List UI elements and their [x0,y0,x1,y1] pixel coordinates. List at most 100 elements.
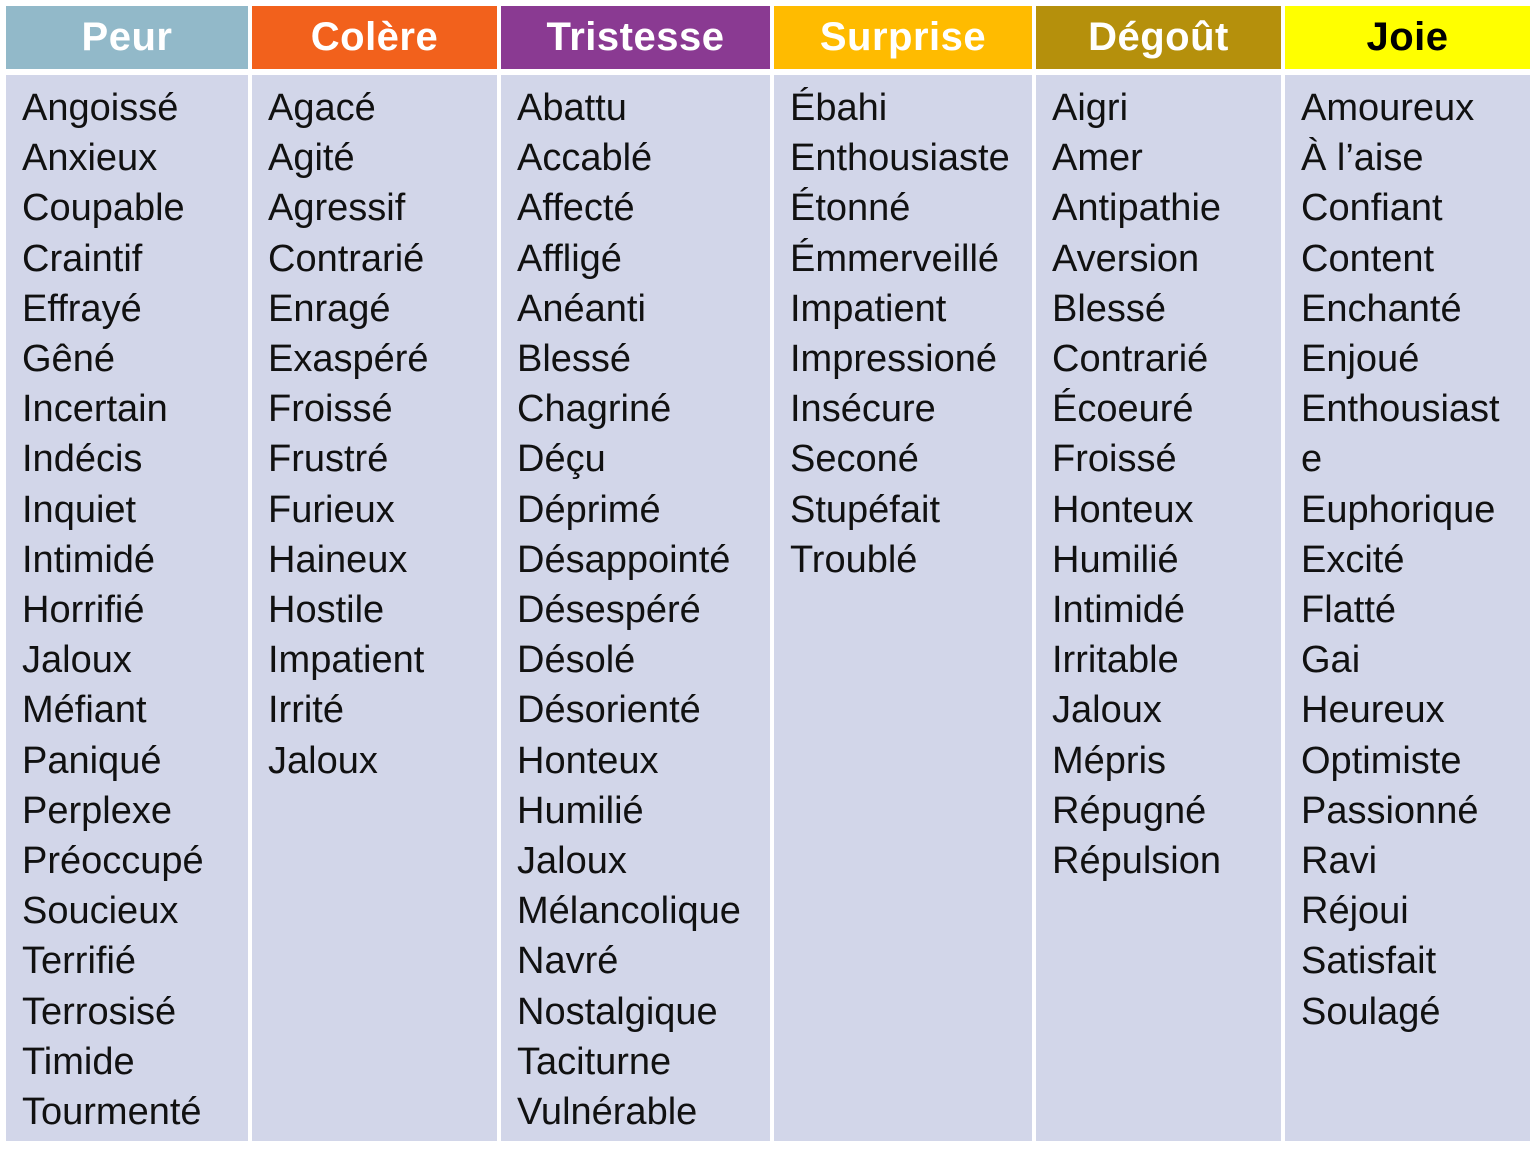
emotion-word: Anxieux [22,137,158,180]
emotion-word: Jaloux [268,739,378,782]
emotion-word: Perplexe [22,789,172,832]
emotion-word: Jaloux [517,840,627,883]
word-list-tristesse: Abattu Accablé Affecté Affligé Anéanti Blessé… [501,75,770,1141]
emotion-word: Déçu [517,438,606,481]
column-header-degout: Dégoût [1036,6,1281,69]
emotion-word: Jaloux [1052,689,1162,732]
emotion-word: Réjoui [1301,890,1409,933]
emotion-word: Désolé [517,639,636,682]
emotion-word: Chagriné [517,388,672,431]
emotion-word: Émmerveillé [790,237,1000,280]
emotion-word: Affligé [517,237,622,280]
emotion-word: Heureux [1301,689,1445,732]
emotion-word: Irrité [268,689,344,732]
emotion-word: Euphorique [1301,488,1496,531]
emotion-word: Humilié [517,789,644,832]
emotion-word: Paniqué [22,739,162,782]
emotion-word: Horrifié [22,589,145,632]
emotion-word: Passionné [1301,789,1479,832]
word-list-degout: Aigri Amer Antipathie Aversion Blessé Contrar… [1036,75,1281,1141]
emotion-word: Honteux [1052,488,1194,531]
emotion-word: Aigri [1052,87,1129,129]
column-surprise: Surprise Ébahi Enthousiaste Étonné Émmervei… [774,6,1032,1141]
column-header-colere: Colère [252,6,497,69]
emotion-word: Désorienté [517,689,701,732]
emotion-word: Désespéré [517,589,701,632]
emotion-word: Jaloux [22,639,132,682]
emotion-word: Méfiant [22,689,147,732]
emotion-word: Impatient [268,639,425,682]
emotion-word: Craintif [22,237,143,280]
emotion-word: Frustré [268,438,389,481]
emotion-word: Désappointé [517,538,731,581]
column-header-tristesse: Tristesse [501,6,770,69]
emotion-word: Indécis [22,438,143,481]
emotion-word: Troublé [790,538,918,581]
emotion-word: Impatient [790,287,947,330]
word-list-joie: Amoureux À l’aise Confiant Content Enchanté E… [1285,75,1530,1141]
emotion-word: Accablé [517,137,653,180]
column-tristesse: Tristesse Abattu Accablé Affecté Affligé Ané… [501,6,770,1141]
emotion-word: À l’aise [1301,137,1424,180]
column-header-joie: Joie [1285,6,1530,69]
emotion-word: Intimidé [1052,589,1186,632]
emotion-word: Confiant [1301,187,1443,230]
emotion-word: Affecté [517,187,635,230]
emotion-word: Angoissé [22,87,179,129]
emotion-word: Vulnérable [517,1091,698,1134]
emotion-word: Timide [22,1040,135,1083]
emotion-word: Répulsion [1052,840,1221,883]
emotion-word: Ébahi [790,87,888,129]
emotion-word: Aversion [1052,237,1200,280]
emotion-word: Seconé [790,438,919,481]
emotion-word: Enthousiaste [1301,388,1500,481]
emotion-word: Inquiet [22,488,137,531]
emotion-word: Terrifié [22,940,137,983]
column-degout: Dégoût Aigri Amer Antipathie Aversion Blessé… [1036,6,1281,1141]
emotion-word: Stupéfait [790,488,940,531]
emotion-word: Haineux [268,538,408,581]
column-header-peur: Peur [6,6,248,69]
emotion-word: Nostalgique [517,990,718,1033]
emotion-word: Furieux [268,488,395,531]
emotion-word: Froissé [1052,438,1177,481]
emotion-word: Anéanti [517,287,646,330]
emotion-word: Excité [1301,538,1405,581]
emotion-word: Tourmenté [22,1091,202,1134]
emotion-word: Agacé [268,87,376,129]
emotion-word: Gêné [22,338,115,381]
emotion-word: Déprimé [517,488,661,531]
emotion-word: Soucieux [22,890,179,933]
emotion-word: Humilié [1052,538,1179,581]
emotion-word: Agité [268,137,355,180]
emotion-word: Contrarié [268,237,425,280]
emotion-word: Navré [517,940,619,983]
word-list-peur: Angoissé Anxieux Coupable Craintif Effrayé Gê… [6,75,248,1141]
emotion-word: Soulagé [1301,990,1441,1033]
emotion-word: Optimiste [1301,739,1462,782]
emotion-word: Intimidé [22,538,156,581]
emotion-word: Incertain [22,388,168,431]
emotion-word: Blessé [1052,287,1167,330]
emotion-word: Satisfait [1301,940,1437,983]
emotion-word: Mélancolique [517,890,741,933]
emotion-word: Enjoué [1301,338,1420,381]
emotion-word: Gai [1301,639,1361,682]
emotion-word: Abattu [517,87,627,129]
emotion-word: Enchanté [1301,287,1462,330]
emotion-word: Écoeuré [1052,388,1194,431]
column-joie: Joie Amoureux À l’aise Confiant Content Ench… [1285,6,1530,1141]
emotion-word: Blessé [517,338,632,381]
column-header-surprise: Surprise [774,6,1032,69]
emotion-word: Exaspéré [268,338,429,381]
column-peur: Peur Angoissé Anxieux Coupable Craintif Effr… [6,6,248,1141]
emotion-word: Content [1301,237,1435,280]
emotion-word: Agressif [268,187,406,230]
emotion-word: Préoccupé [22,840,204,883]
emotion-word: Amer [1052,137,1143,180]
emotion-word: Terrosisé [22,990,177,1033]
column-colere: Colère Agacé Agité Agressif Contrarié Enragé… [252,6,497,1141]
emotion-word: Étonné [790,187,911,230]
emotion-word: Coupable [22,187,185,230]
emotion-word: Irritable [1052,639,1179,682]
